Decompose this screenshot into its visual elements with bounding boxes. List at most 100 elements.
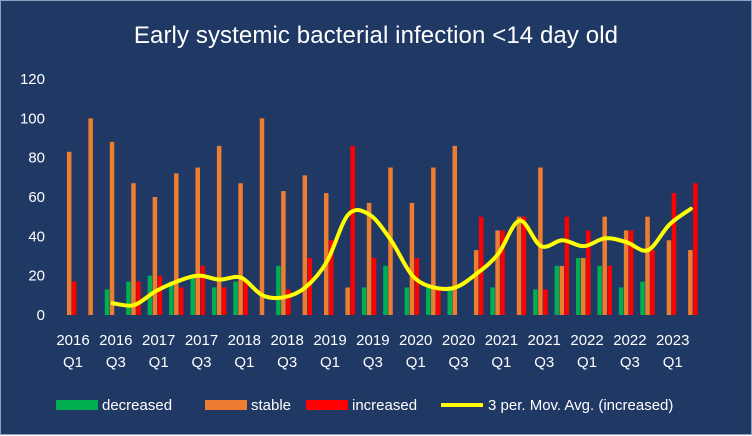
x-tick-year-label: 2022 xyxy=(570,332,603,349)
bar-stable xyxy=(66,151,72,315)
bar-decreased xyxy=(361,287,367,315)
bar-stable xyxy=(302,175,308,315)
bar-stable xyxy=(366,202,372,315)
chart-legend: decreased stable increased 3 per. Mov. Avg.… xyxy=(56,397,673,414)
bar-decreased xyxy=(554,265,560,315)
bar-stable xyxy=(259,118,265,315)
bar-stable xyxy=(495,230,500,315)
x-tick-year-label: 2020 xyxy=(442,332,475,349)
bar-increased xyxy=(650,250,655,315)
x-tick-year-label: 2021 xyxy=(485,332,518,349)
bar-increased xyxy=(243,281,248,315)
bar-stable xyxy=(345,287,350,315)
bar-decreased xyxy=(640,281,645,315)
x-tick-year-label: 2023 xyxy=(656,332,689,349)
legend-label: stable xyxy=(251,397,291,414)
moving-average-line xyxy=(110,206,693,308)
bar-decreased xyxy=(404,287,410,315)
x-tick-quarter-label: Q3 xyxy=(449,354,469,371)
bar-stable xyxy=(88,118,93,315)
bar-decreased xyxy=(426,287,431,315)
x-tick-quarter-label: Q3 xyxy=(620,354,640,371)
x-tick-year-label: 2018 xyxy=(228,332,261,349)
bar-increased xyxy=(286,289,291,315)
bar-increased xyxy=(607,265,612,315)
bar-stable xyxy=(473,250,479,315)
bar-stable xyxy=(152,197,158,315)
x-axis: 2016 Q1 2016 Q3 2017 Q1 2017 Q3 2018 Q1 2018 Q3 2019… xyxy=(56,332,689,371)
bar-stable xyxy=(516,216,522,315)
bar-stable xyxy=(174,173,179,315)
bar-increased xyxy=(521,216,527,315)
bar-decreased xyxy=(490,287,495,315)
x-tick-year-label: 2016 xyxy=(99,332,132,349)
x-tick-year-label: 2022 xyxy=(613,332,646,349)
bar-decreased xyxy=(169,281,174,315)
bar-increased xyxy=(157,275,163,315)
bar-decreased xyxy=(597,265,602,315)
x-tick-quarter-label: Q1 xyxy=(234,354,254,371)
y-axis: 0 20 40 60 80 100 120 xyxy=(20,71,45,324)
bar-stable xyxy=(323,193,329,315)
bar-increased xyxy=(586,230,591,315)
bar-increased xyxy=(500,230,505,315)
bar-stable xyxy=(238,183,243,315)
bar-stable xyxy=(623,230,629,315)
bar-increased xyxy=(693,183,698,315)
moving-average-layer xyxy=(110,206,693,308)
chart-title: Early systemic bacterial infection <14 d… xyxy=(133,22,619,49)
x-tick-year-label: 2021 xyxy=(528,332,561,349)
legend-swatch-increased xyxy=(306,400,348,410)
y-tick-label: 20 xyxy=(28,268,45,285)
x-tick-quarter-label: Q1 xyxy=(149,354,169,371)
y-tick-label: 120 xyxy=(20,71,45,88)
bar-increased xyxy=(350,145,355,315)
legend-swatch-stable xyxy=(205,400,247,410)
bar-increased xyxy=(628,230,634,315)
bar-increased xyxy=(371,257,377,315)
y-tick-label: 40 xyxy=(28,228,45,245)
bar-increased xyxy=(414,257,420,315)
legend-label: increased xyxy=(352,397,417,414)
bar-decreased xyxy=(447,289,453,315)
bar-increased xyxy=(564,216,570,315)
x-tick-quarter-label: Q1 xyxy=(663,354,683,371)
x-tick-year-label: 2016 xyxy=(56,332,89,349)
bar-decreased xyxy=(276,265,281,315)
bar-increased xyxy=(671,193,677,315)
bar-increased xyxy=(200,265,205,315)
y-tick-label: 80 xyxy=(28,150,45,167)
bar-increased xyxy=(179,287,184,315)
bar-decreased xyxy=(104,289,110,315)
x-tick-year-label: 2017 xyxy=(142,332,175,349)
x-tick-quarter-label: Q1 xyxy=(491,354,511,371)
x-tick-year-label: 2018 xyxy=(271,332,304,349)
bar-decreased xyxy=(383,265,388,315)
x-tick-year-label: 2019 xyxy=(356,332,389,349)
bar-stable xyxy=(452,145,458,315)
bar-stable xyxy=(688,250,693,315)
bar-stable xyxy=(216,145,222,315)
bar-decreased xyxy=(233,281,238,315)
bar-increased xyxy=(221,287,227,315)
legend-swatch-decreased xyxy=(56,400,98,410)
x-tick-quarter-label: Q3 xyxy=(106,354,126,371)
bar-stable xyxy=(602,216,607,315)
legend-label: 3 per. Mov. Avg. (increased) xyxy=(488,397,673,414)
bar-increased xyxy=(307,257,313,315)
bar-increased xyxy=(71,281,77,315)
bar-stable xyxy=(581,257,586,315)
x-tick-quarter-label: Q1 xyxy=(320,354,340,371)
bar-stable xyxy=(409,202,415,315)
bar-decreased xyxy=(126,281,131,315)
bar-decreased xyxy=(576,257,581,315)
x-tick-quarter-label: Q1 xyxy=(577,354,597,371)
bar-decreased xyxy=(533,289,538,315)
bar-stable xyxy=(538,167,543,315)
bar-increased xyxy=(436,287,441,315)
bar-stable xyxy=(131,183,136,315)
bar-stable xyxy=(559,265,565,315)
bar-decreased xyxy=(211,287,217,315)
